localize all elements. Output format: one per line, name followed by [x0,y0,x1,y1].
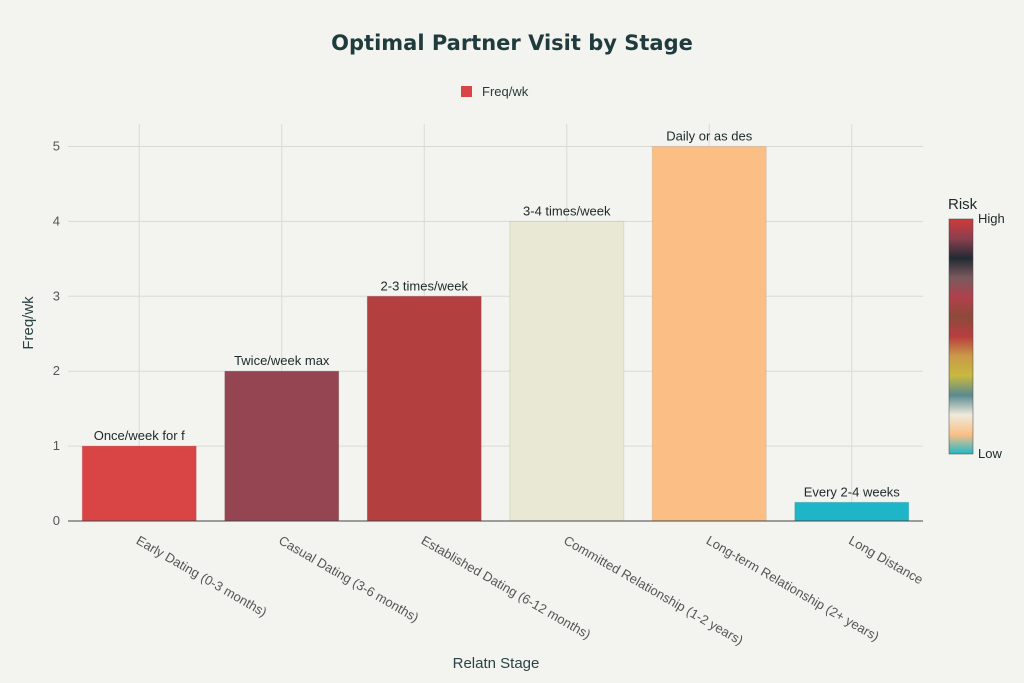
bar [794,501,910,522]
x-tick-label: Long Distance [846,533,925,588]
legend: Freq/wk [461,84,529,99]
bar-data-label: Daily or as des [666,128,752,143]
x-tick-label: Casual Dating (3-6 months) [276,533,421,625]
colorbar-title: Risk [948,196,978,213]
colorbar-high-label: High [978,211,1005,226]
bar-data-label: Every 2-4 weeks [804,484,901,499]
colorbar-low-label: Low [978,446,1002,461]
bar [509,220,625,522]
bar [81,445,197,522]
bar-data-label: Once/week for f [94,428,185,443]
bars [81,145,910,522]
y-axis-ticks: 0 1 2 3 4 5 [53,138,60,528]
colorbar-gradient [948,218,974,455]
bar-data-label: 3-4 times/week [523,203,611,218]
y-tick-label: 5 [53,138,60,153]
bar [224,370,340,522]
x-tick-label: Established Dating (6-12 months) [419,533,594,642]
y-tick-label: 4 [53,213,60,228]
legend-label: Freq/wk [482,84,529,99]
y-tick-label: 0 [53,513,60,528]
bar-data-label: 2-3 times/week [381,278,469,293]
x-axis-ticks: Early Dating (0-3 months) Casual Dating (… [134,533,926,648]
y-axis-title: Freq/wk [20,296,37,350]
risk-colorbar: Risk High Low [948,196,1005,461]
x-tick-label: Early Dating (0-3 months) [134,533,270,620]
bar [651,145,767,522]
gridlines [68,124,923,521]
y-tick-label: 1 [53,438,60,453]
legend-swatch [461,86,472,97]
y-tick-label: 3 [53,288,60,303]
y-tick-label: 2 [53,363,60,378]
bar-data-labels: Once/week for f Twice/week max 2-3 times/w… [94,128,901,499]
bar [366,295,482,522]
bar-data-label: Twice/week max [234,353,330,368]
x-axis-title: Relatn Stage [453,655,540,672]
chart-title: Optimal Partner Visit by Stage [331,31,693,55]
